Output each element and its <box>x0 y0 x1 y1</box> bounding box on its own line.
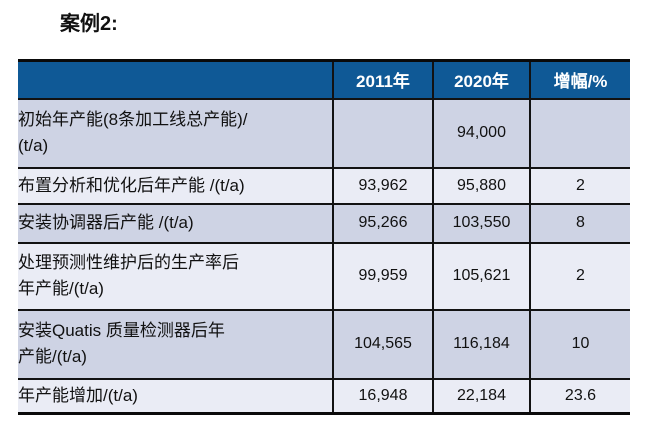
table-row: 年产能增加/(t/a) 16,948 22,184 23.6 <box>18 377 630 415</box>
row-label-cell: 安装Quatis 质量检测器后年 产能/(t/a) <box>18 308 334 380</box>
col-header-2020: 2020年 <box>432 59 531 100</box>
header-row: 2011年 2020年 增幅/% <box>18 59 630 100</box>
col-header-growth: 增幅/% <box>529 59 630 100</box>
table-row: 布置分析和优化后年产能 /(t/a) 93,962 95,880 2 <box>18 166 630 205</box>
table-row: 安装协调器后产能 /(t/a) 95,266 103,550 8 <box>18 202 630 244</box>
value-2020-cell: 116,184 <box>432 308 531 380</box>
row-label-cell: 初始年产能(8条加工线总产能)/ (t/a) <box>18 97 334 169</box>
row-label-cell: 布置分析和优化后年产能 /(t/a) <box>18 166 334 205</box>
col-header-2011: 2011年 <box>332 59 434 100</box>
row-label-cell: 处理预测性维护后的生产率后 年产能/(t/a) <box>18 241 334 311</box>
capacity-table: 2011年 2020年 增幅/% 初始年产能(8条加工线总产能)/ (t/a) … <box>18 59 630 415</box>
col-header-label <box>18 59 334 100</box>
table-row: 初始年产能(8条加工线总产能)/ (t/a) 94,000 <box>18 97 630 169</box>
growth-cell: 2 <box>529 241 630 311</box>
value-2020-cell: 22,184 <box>432 377 531 415</box>
row-label-cell: 年产能增加/(t/a) <box>18 377 334 415</box>
growth-cell: 23.6 <box>529 377 630 415</box>
table-row: 安装Quatis 质量检测器后年 产能/(t/a) 104,565 116,18… <box>18 308 630 380</box>
value-2011-cell: 95,266 <box>332 202 434 244</box>
row-label-cell: 安装协调器后产能 /(t/a) <box>18 202 334 244</box>
growth-cell: 8 <box>529 202 630 244</box>
value-2011-cell: 16,948 <box>332 377 434 415</box>
growth-cell: 2 <box>529 166 630 205</box>
value-2011-cell: 104,565 <box>332 308 434 380</box>
value-2011-cell: 93,962 <box>332 166 434 205</box>
growth-cell: 10 <box>529 308 630 380</box>
value-2020-cell: 105,621 <box>432 241 531 311</box>
growth-cell <box>529 97 630 169</box>
case-title: 案例2: <box>60 13 118 35</box>
value-2011-cell <box>332 97 434 169</box>
table-row: 处理预测性维护后的生产率后 年产能/(t/a) 99,959 105,621 2 <box>18 241 630 311</box>
value-2020-cell: 94,000 <box>432 97 531 169</box>
value-2020-cell: 95,880 <box>432 166 531 205</box>
value-2020-cell: 103,550 <box>432 202 531 244</box>
value-2011-cell: 99,959 <box>332 241 434 311</box>
